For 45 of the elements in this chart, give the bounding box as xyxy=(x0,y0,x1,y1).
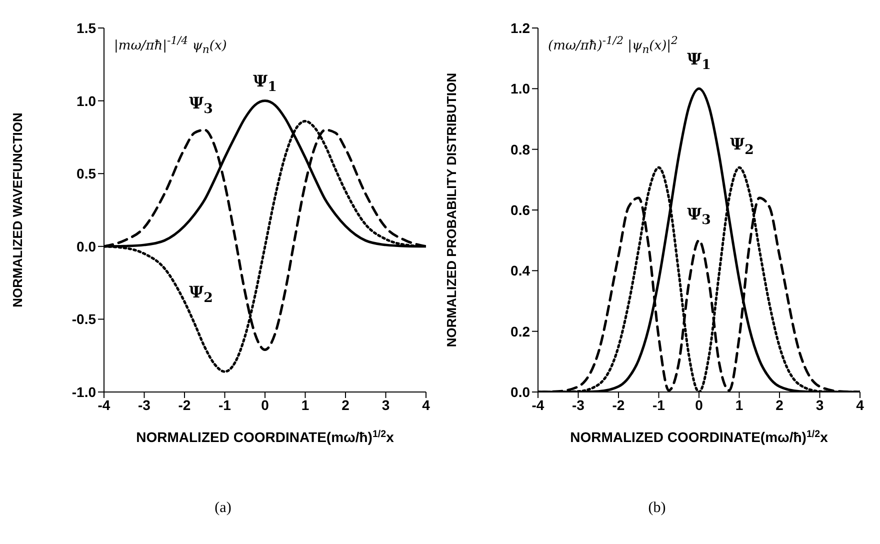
y-axis-title: NORMALIZED WAVEFUNCTION xyxy=(10,112,25,308)
y-tick-label: 0.6 xyxy=(510,202,530,218)
y-tick-label: 0.8 xyxy=(510,141,530,158)
x-tick-label: -2 xyxy=(612,396,625,413)
x-axis-title: NORMALIZED COORDINATE(mω/ħ)$^{1/2}$x xyxy=(570,428,828,445)
annotation: Ψ$_{2}$ xyxy=(189,282,213,306)
x-tick-label: -2 xyxy=(178,396,191,413)
text: (b) xyxy=(647,500,667,517)
x-tick-label: 0 xyxy=(695,396,704,413)
y-tick-label: 0.0 xyxy=(76,238,96,254)
annotation: |mω/πħ|$^{-1/4}$ ψ$_{n}$(x) xyxy=(114,34,227,56)
annotation: Ψ$_{2}$ xyxy=(730,134,754,158)
x-tick-label: -4 xyxy=(532,396,544,413)
x-tick-label: 2 xyxy=(342,396,350,413)
x-axis-title: NORMALIZED COORDINATE(mω/ħ)$^{1/2}$x xyxy=(136,428,394,445)
x-tick-label: -3 xyxy=(572,396,585,413)
x-tick-label: -4 xyxy=(98,396,110,413)
x-tick-label: 3 xyxy=(382,396,390,413)
y-tick-label: 0.0 xyxy=(510,384,530,400)
x-tick-label: -3 xyxy=(138,396,151,413)
x-tick-label: -1 xyxy=(218,396,232,413)
text: (a) xyxy=(214,500,232,517)
y-tick-label: -0.5 xyxy=(72,311,96,328)
y-tick-label: 1.5 xyxy=(76,20,96,36)
annotation: (mω/πħ)$^{-1/2}$ |ψ$_{n}$(x)|$^{2}$ xyxy=(548,34,678,56)
x-tick-label: 4 xyxy=(856,396,864,413)
annotation: Ψ$_{3}$ xyxy=(687,204,711,228)
annotation: Ψ$_{3}$ xyxy=(189,94,213,117)
y-tick-label: 1.0 xyxy=(76,92,96,109)
x-tick-label: 2 xyxy=(776,396,784,413)
y-tick-label: 1.0 xyxy=(510,80,530,97)
x-tick-label: -1 xyxy=(652,396,666,413)
x-tick-label: 1 xyxy=(735,396,744,413)
y-tick-label: 0.4 xyxy=(510,262,530,279)
x-tick-label: 0 xyxy=(261,396,270,413)
annotation: Ψ$_{1}$ xyxy=(253,72,277,95)
y-tick-label: 0.5 xyxy=(76,166,96,182)
y-tick-label: 0.2 xyxy=(510,323,530,340)
y-axis-title: NORMALIZED PROBABILITY DISTRIBUTION xyxy=(444,72,459,348)
x-tick-label: 4 xyxy=(422,396,430,413)
x-tick-label: 3 xyxy=(816,396,824,413)
y-tick-label: 1.2 xyxy=(510,20,530,36)
y-tick-label: -1.0 xyxy=(72,384,96,400)
annotation: Ψ$_{1}$ xyxy=(687,50,711,73)
x-tick-label: 1 xyxy=(301,396,310,413)
